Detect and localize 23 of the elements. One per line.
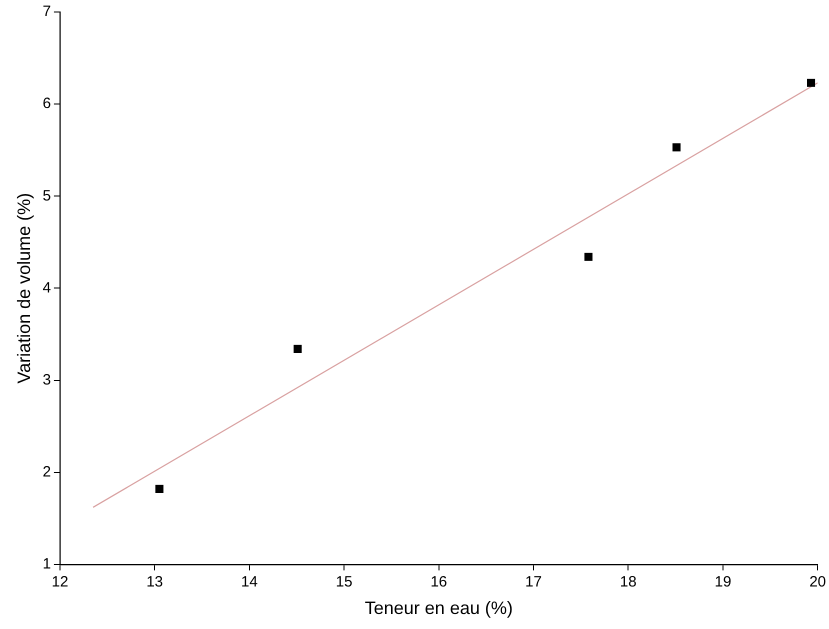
x-tick-label: 14 [241,574,258,591]
y-tick-label: 6 [42,95,51,112]
x-tick-label: 19 [714,574,732,591]
point [584,252,592,261]
x-tick-label: 16 [430,574,448,591]
x-tick-label: 18 [620,574,637,591]
point [806,78,816,87]
point [155,484,164,493]
x-tick-label: 15 [336,574,352,591]
y-tick-label: 7 [42,3,51,20]
y-tick-label: 3 [42,371,51,388]
x-tick-label: 17 [525,574,542,591]
y-tick-label: 5 [42,187,51,204]
point [672,143,681,152]
x-tick-label: 12 [52,574,68,591]
y-axis-title: Variation de volume (%) [14,192,34,384]
x-tick-label: 20 [809,574,826,591]
point [294,344,302,353]
y-tick-label: 4 [42,279,51,296]
y-tick-label: 1 [42,556,51,573]
x-axis-title: Teneur en eau (%) [364,598,513,618]
x-tick-label: 13 [146,574,163,591]
y-tick-label: 2 [42,463,51,480]
